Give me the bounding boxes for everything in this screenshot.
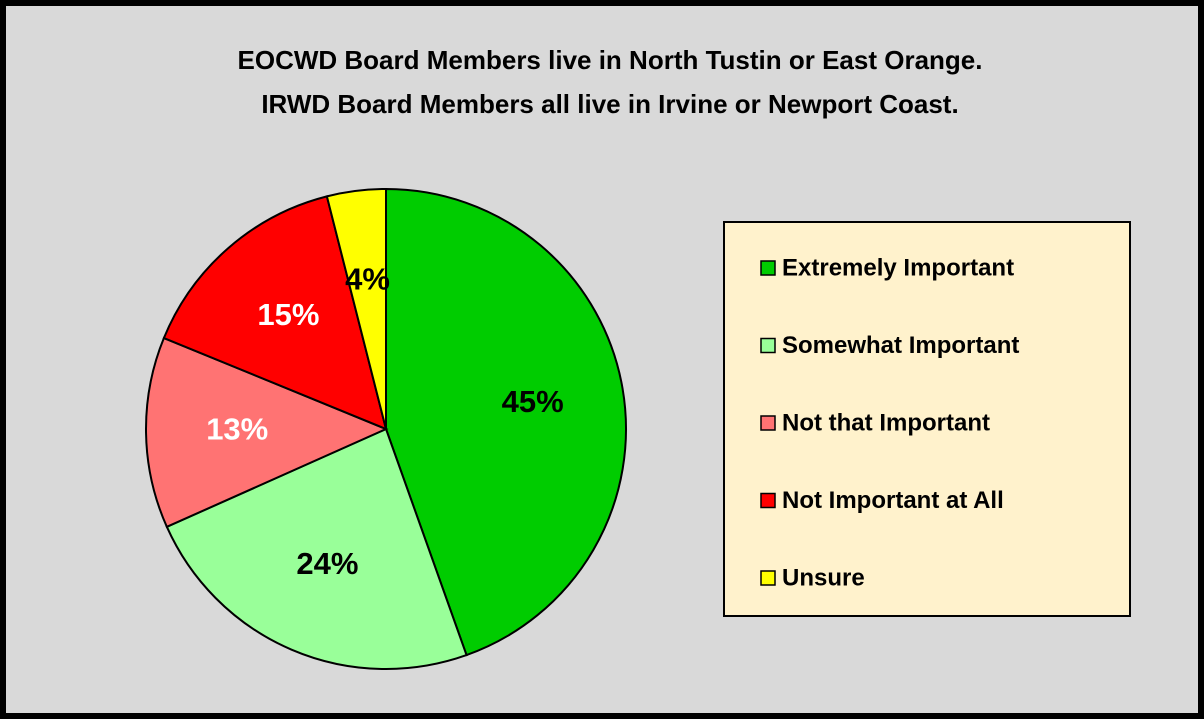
pie-slice xyxy=(145,336,389,529)
chart-title: IRWD Board Members all live in Irvine or… xyxy=(261,89,958,119)
data-label: 13% xyxy=(206,412,268,447)
legend-label: Not Important at All xyxy=(782,487,1004,514)
chart-title: EOCWD Board Members live in North Tustin… xyxy=(238,45,983,75)
data-label: 24% xyxy=(296,546,358,581)
data-label: 15% xyxy=(257,297,319,332)
legend-swatch xyxy=(760,260,776,276)
legend-label: Unsure xyxy=(782,564,865,591)
pie-slice xyxy=(325,187,387,430)
legend-swatch xyxy=(760,492,776,509)
data-label: 4% xyxy=(345,262,390,297)
pie-slice xyxy=(165,427,468,670)
pie-slice xyxy=(162,195,388,431)
data-label: 45% xyxy=(502,384,564,419)
legend-label: Somewhat Important xyxy=(782,332,1019,359)
pie-slice xyxy=(385,187,627,657)
legend-label: Extremely Important xyxy=(782,254,1014,281)
legend-swatch xyxy=(760,570,776,586)
legend-label: Not that Important xyxy=(782,409,990,436)
legend-swatch xyxy=(760,337,776,354)
legend-box xyxy=(723,221,1131,617)
legend-swatch xyxy=(760,415,776,431)
